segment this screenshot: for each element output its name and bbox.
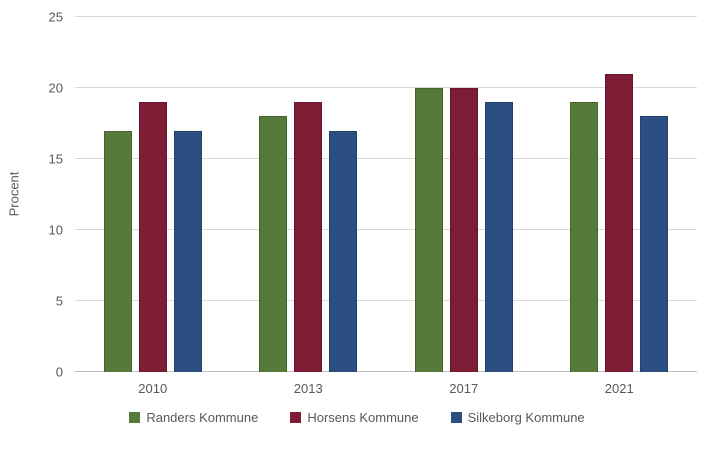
bar-group-2013: [231, 102, 387, 372]
y-tick-label: 5: [55, 293, 63, 309]
gridline: [75, 16, 697, 17]
bar-group-2017: [386, 88, 542, 372]
bar: [484, 102, 513, 372]
bar: [259, 116, 288, 372]
y-tick-label: 0: [55, 364, 63, 380]
y-axis-title: Procent: [6, 171, 22, 217]
bar: [605, 73, 634, 372]
legend-item: Randers Kommune: [129, 410, 258, 425]
legend-swatch-icon: [129, 412, 141, 423]
bar: [294, 102, 323, 372]
bar: [103, 130, 132, 372]
legend-item: Horsens Kommune: [290, 410, 419, 425]
legend-label: Horsens Kommune: [307, 410, 419, 425]
gridline: [75, 87, 697, 88]
x-tick-label: 2021: [604, 381, 634, 396]
gridline: [75, 300, 697, 301]
y-tick-label: 10: [48, 222, 63, 238]
y-tick-label: 25: [48, 9, 63, 25]
legend-label: Randers Kommune: [146, 410, 259, 425]
bar: [414, 88, 443, 372]
bar: [640, 116, 669, 372]
legend-item: Silkeborg Kommune: [450, 410, 585, 425]
y-tick-label: 15: [48, 151, 63, 167]
legend: Randers Kommune Horsens Kommune Silkeborg …: [0, 410, 714, 425]
bar-group-2010: [75, 102, 231, 372]
legend-swatch-icon: [290, 412, 302, 423]
gridline: [75, 158, 697, 159]
bar-group-2021: [542, 73, 698, 372]
x-tick-label: 2010: [138, 381, 168, 396]
x-tick-label: 2017: [449, 381, 479, 396]
bar: [173, 130, 202, 372]
plot-area: [75, 16, 698, 372]
legend-swatch-icon: [450, 412, 462, 423]
x-tick-label: 2013: [293, 381, 323, 396]
y-tick-label: 20: [48, 80, 63, 96]
bar: [570, 102, 599, 372]
legend-label: Silkeborg Kommune: [467, 410, 585, 425]
bar: [329, 130, 358, 372]
bar: [138, 102, 167, 372]
bar: [449, 88, 478, 372]
gridline: [75, 229, 697, 230]
x-axis-line: [75, 371, 697, 372]
